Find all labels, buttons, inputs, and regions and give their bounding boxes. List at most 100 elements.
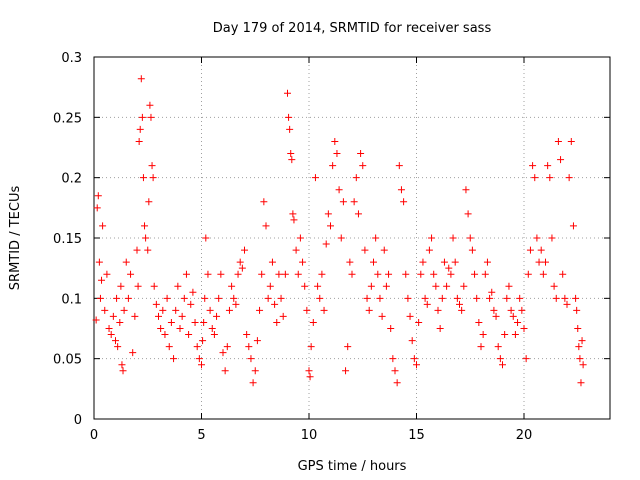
data-point xyxy=(320,306,328,314)
data-point xyxy=(492,312,500,320)
data-point xyxy=(397,186,405,194)
data-point xyxy=(391,367,399,375)
data-point xyxy=(578,337,586,345)
data-point xyxy=(333,150,341,158)
data-point xyxy=(187,300,195,308)
data-point xyxy=(191,318,199,326)
data-point xyxy=(421,294,429,302)
data-point xyxy=(365,306,373,314)
data-point xyxy=(505,282,513,290)
data-point xyxy=(285,113,293,121)
data-point xyxy=(565,174,573,182)
data-point xyxy=(576,355,584,363)
data-point xyxy=(109,312,117,320)
data-point xyxy=(245,343,253,351)
data-point xyxy=(234,270,242,278)
data-point xyxy=(456,300,463,308)
data-point xyxy=(148,162,156,170)
data-point xyxy=(185,331,193,339)
data-point xyxy=(145,198,153,206)
data-point xyxy=(116,318,124,326)
data-point xyxy=(533,234,541,242)
data-point xyxy=(195,355,203,363)
data-point xyxy=(445,264,453,272)
data-point xyxy=(529,162,537,170)
data-point xyxy=(434,306,442,314)
data-point xyxy=(443,282,451,290)
data-point xyxy=(305,367,313,375)
data-point xyxy=(404,294,412,302)
data-point xyxy=(451,258,459,266)
data-point xyxy=(464,210,472,218)
data-point xyxy=(569,222,577,230)
data-point xyxy=(509,312,517,320)
x-tick-label: 20 xyxy=(516,428,533,443)
data-point xyxy=(494,343,502,351)
data-point xyxy=(466,234,474,242)
data-point xyxy=(436,325,444,332)
data-point xyxy=(329,162,337,170)
data-point xyxy=(511,331,519,339)
data-point xyxy=(113,294,121,302)
data-point xyxy=(552,294,560,302)
data-point xyxy=(357,150,365,158)
data-point xyxy=(335,186,343,194)
data-point xyxy=(395,162,403,170)
data-point xyxy=(507,306,515,314)
data-point xyxy=(314,282,322,290)
data-point xyxy=(453,294,461,302)
data-point xyxy=(118,361,126,369)
data-point xyxy=(228,282,236,290)
data-point xyxy=(279,312,287,320)
data-point xyxy=(135,137,143,145)
data-point xyxy=(561,294,569,302)
data-point xyxy=(159,306,167,314)
data-point xyxy=(378,312,386,320)
data-point xyxy=(559,270,567,278)
data-point xyxy=(309,318,317,326)
data-point xyxy=(346,258,354,266)
data-point xyxy=(124,294,132,302)
data-point xyxy=(387,325,395,332)
data-point xyxy=(103,270,111,278)
data-point xyxy=(542,258,549,266)
data-point xyxy=(149,174,157,182)
data-point xyxy=(367,282,375,290)
data-point xyxy=(281,270,289,278)
data-point xyxy=(219,349,227,357)
data-point xyxy=(402,270,410,278)
data-point xyxy=(376,294,384,302)
data-point xyxy=(316,294,324,302)
data-point xyxy=(296,234,304,242)
data-point xyxy=(410,355,418,363)
data-point xyxy=(514,318,522,326)
data-point xyxy=(189,288,197,296)
y-axis-label: SRMTID / TECUs xyxy=(8,186,23,291)
data-point xyxy=(206,306,214,314)
data-point xyxy=(554,137,562,145)
data-point xyxy=(268,258,276,266)
data-point xyxy=(176,325,184,332)
data-point xyxy=(256,306,264,314)
data-point xyxy=(262,222,270,230)
data-point xyxy=(468,246,476,254)
data-point xyxy=(178,312,186,320)
data-point xyxy=(526,246,534,254)
data-point xyxy=(430,270,438,278)
data-point xyxy=(95,258,103,266)
data-point xyxy=(193,343,201,351)
data-point xyxy=(137,75,145,83)
data-point xyxy=(182,270,190,278)
data-point xyxy=(284,89,291,97)
data-point xyxy=(258,270,266,278)
data-point xyxy=(490,306,498,314)
data-point xyxy=(208,325,216,332)
data-point xyxy=(138,113,146,121)
data-point xyxy=(199,337,207,345)
data-point xyxy=(563,300,571,308)
y-tick-label: 0.3 xyxy=(61,51,82,66)
data-point xyxy=(201,294,209,302)
data-point xyxy=(352,174,360,182)
data-point xyxy=(462,186,470,194)
